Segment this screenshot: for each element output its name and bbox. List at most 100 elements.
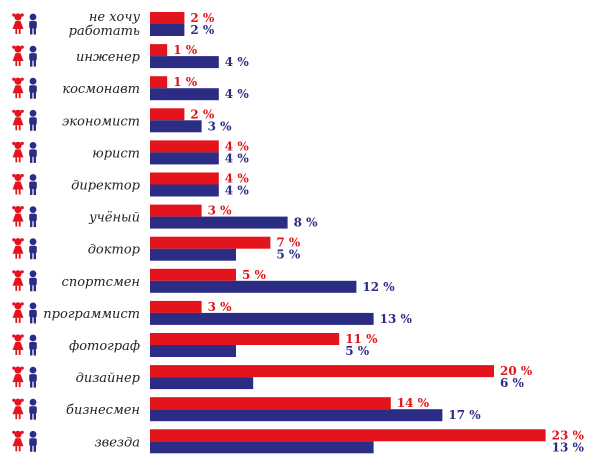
bar-boys [150, 184, 219, 197]
value-label-boys: 4 % [225, 55, 250, 69]
bar-girls [150, 397, 391, 410]
girl-icon [12, 13, 24, 34]
value-label-boys: 17 % [448, 408, 481, 422]
bar-boys [150, 24, 185, 36]
value-label-girls: 14 % [397, 396, 430, 410]
category-label: юрист [92, 146, 140, 161]
girl-icon [12, 302, 24, 323]
bar-girls [150, 44, 168, 57]
bar-boys [150, 88, 219, 101]
boy-icon [29, 334, 37, 356]
value-label-girls: 5 % [242, 268, 267, 282]
bar-girls [150, 172, 219, 185]
bar-boys [150, 441, 374, 454]
value-label-boys: 13 % [552, 440, 585, 454]
boy-icon [29, 45, 37, 67]
boy-icon [29, 109, 37, 131]
bar-girls [150, 108, 185, 121]
boy-icon [29, 77, 37, 99]
value-label-girls: 11 % [345, 332, 378, 346]
bar-boys [150, 409, 443, 422]
value-label-boys: 2 % [190, 23, 215, 37]
category-label: космонавт [62, 82, 140, 97]
category-label: фотограф [69, 339, 140, 354]
bar-girls [150, 429, 546, 442]
value-label-boys: 5 % [276, 248, 301, 262]
value-label-boys: 13 % [380, 312, 413, 326]
bar-girls [150, 236, 271, 249]
boy-icon [29, 142, 37, 163]
value-label-girls: 2 % [190, 107, 215, 121]
girl-icon [12, 270, 24, 291]
girl-icon [12, 238, 24, 259]
bar-boys [150, 312, 374, 325]
bar-girls [150, 365, 494, 378]
bar-girls [150, 204, 202, 217]
boy-icon [29, 302, 37, 324]
value-label-boys: 4 % [225, 151, 250, 165]
girl-icon [12, 109, 24, 131]
boy-icon [29, 398, 37, 420]
value-label-girls: 3 % [208, 300, 233, 314]
boy-icon [29, 174, 37, 195]
category-label: спортсмен [62, 275, 140, 290]
value-label-boys: 5 % [345, 344, 370, 358]
category-label: бизнесмен [66, 403, 140, 418]
bar-girls [150, 300, 202, 313]
value-label-girls: 2 % [190, 11, 215, 25]
boy-icon [29, 270, 37, 292]
bar-boys [150, 120, 202, 133]
girl-icon [12, 366, 24, 388]
girl-icon [12, 206, 24, 227]
value-label-girls: 23 % [552, 428, 585, 442]
category-label: дизайнер [76, 371, 141, 386]
boy-icon [29, 206, 37, 228]
bar-girls [150, 268, 236, 281]
value-label-girls: 4 % [225, 172, 250, 186]
value-label-boys: 6 % [500, 376, 525, 390]
bar-boys [150, 56, 219, 69]
category-label: учёный [88, 211, 140, 226]
category-label: программист [43, 307, 140, 322]
category-label: звезда [95, 435, 140, 450]
girl-icon [12, 334, 24, 355]
value-label-boys: 12 % [362, 280, 395, 294]
boy-icon [29, 430, 37, 452]
bar-girls [150, 12, 185, 24]
value-label-girls: 1 % [173, 75, 198, 89]
bar-boys [150, 377, 254, 390]
category-label: экономист [62, 114, 140, 129]
category-label: директор [71, 179, 141, 194]
boy-icon [29, 238, 37, 260]
bar-boys [150, 216, 288, 229]
girl-icon [12, 141, 24, 163]
value-label-boys: 4 % [225, 87, 250, 101]
bar-boys [150, 280, 357, 293]
girl-icon [12, 77, 24, 99]
bar-girls [150, 333, 340, 345]
value-label-girls: 1 % [173, 43, 198, 57]
bar-girls [150, 76, 168, 89]
value-label-girls: 7 % [276, 236, 301, 250]
value-label-girls: 20 % [500, 364, 533, 378]
boy-icon [29, 366, 37, 388]
girl-icon [12, 45, 24, 67]
value-label-girls: 4 % [225, 139, 250, 153]
value-label-boys: 8 % [294, 216, 319, 230]
value-label-boys: 4 % [225, 184, 250, 198]
category-label: доктор [88, 243, 141, 258]
girl-icon [12, 430, 24, 452]
bar-boys [150, 345, 236, 357]
bar-boys [150, 248, 236, 261]
girl-icon [12, 173, 24, 195]
bar-girls [150, 140, 219, 153]
value-label-girls: 3 % [208, 204, 233, 218]
category-label: инженер [76, 50, 141, 65]
category-label: не хочу работать [69, 10, 141, 39]
girl-icon [12, 398, 24, 420]
value-label-boys: 3 % [208, 119, 233, 133]
boy-icon [29, 13, 37, 35]
bar-boys [150, 152, 219, 165]
